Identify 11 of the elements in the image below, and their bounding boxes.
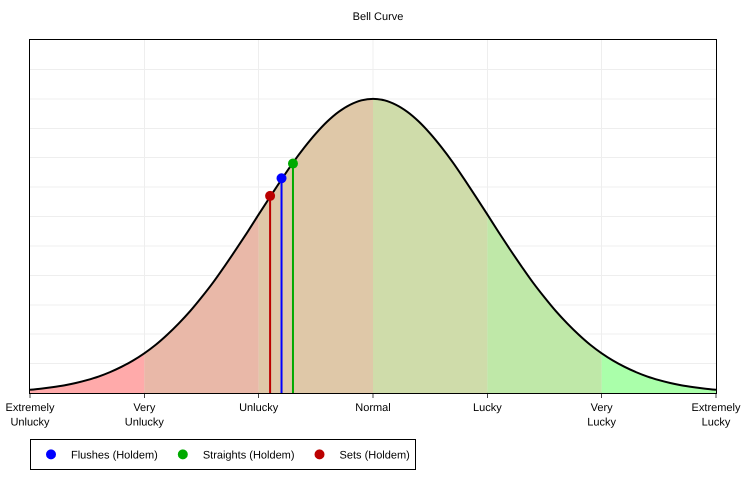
legend-label: Straights (Holdem)	[202, 450, 295, 462]
x-tick-label: Normal	[355, 402, 391, 414]
x-tick-label: Lucky	[472, 402, 502, 414]
legend-label: Sets (Holdem)	[340, 450, 410, 462]
x-tick-label: Extremely Unlucky	[6, 402, 55, 428]
x-tick-label: Very Lucky	[587, 402, 617, 428]
x-tick-label: Unlucky	[239, 402, 279, 414]
x-tick-label: Extremely Lucky	[692, 402, 741, 428]
chart-title: Bell Curve	[352, 10, 404, 23]
legend-label: Flushes (Holdem)	[71, 450, 158, 462]
x-tick-label: Very Unlucky	[124, 402, 164, 428]
